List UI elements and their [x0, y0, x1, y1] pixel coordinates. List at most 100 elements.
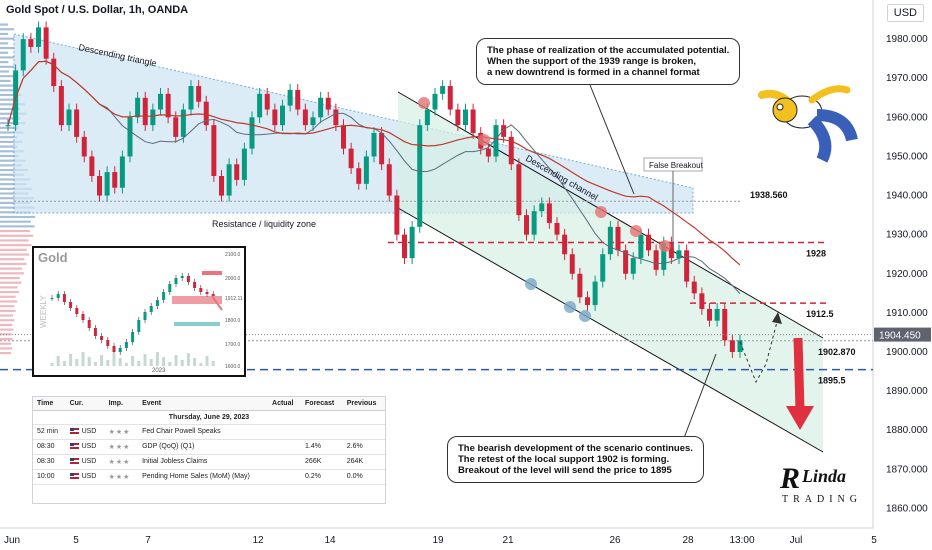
candle-body — [5, 125, 11, 127]
inset-svg: Gold WEEKLY 2023 2100.0 2000.0 1912.11 1800.0 1… — [38, 250, 243, 374]
volume-profile-bar — [0, 290, 20, 294]
us-flag-icon — [69, 428, 79, 435]
calendar-cell-actual — [268, 454, 302, 470]
candle-body — [295, 89, 301, 110]
y-tick-label: 1870.000 — [886, 464, 928, 475]
x-tick-label: 5 — [73, 535, 79, 546]
inset-volume-bar — [100, 355, 104, 366]
candle-body — [81, 136, 87, 157]
col-time: Time — [33, 397, 66, 411]
currency-selector[interactable]: USD — [886, 4, 924, 22]
candle-body — [577, 273, 583, 298]
candle-body — [219, 176, 224, 196]
inset-volume-bar — [211, 361, 215, 366]
inset-tick-label: 2100.0 — [225, 252, 241, 258]
volume-profile-bar — [0, 229, 31, 233]
price-level-label: 1938.560 — [750, 190, 788, 200]
x-tick-label: 13:00 — [729, 535, 754, 546]
candle-body — [257, 93, 263, 118]
volume-profile-bar — [0, 337, 13, 341]
calendar-row: 52 min USD ★★★ Fed Chair Powell Speaks — [33, 424, 385, 440]
candle-body — [417, 125, 423, 227]
price-level-label: 1895.5 — [818, 376, 846, 386]
us-flag-icon — [69, 473, 79, 480]
inset-volume-bar — [193, 358, 197, 366]
x-tick-label: 5 — [871, 535, 877, 546]
volume-profile-bar — [0, 234, 34, 237]
touch-point-marker — [579, 310, 591, 322]
y-tick-label: 1970.000 — [886, 73, 928, 84]
candle-body — [531, 211, 537, 235]
calendar-cell-event: GDP (QoQ) (Q1) — [138, 439, 269, 455]
inset-tick-label: 1912.11 — [225, 296, 243, 302]
candle-body — [501, 125, 507, 137]
candle-body — [66, 109, 72, 126]
volume-profile-bar — [0, 164, 22, 167]
volume-profile-bar — [0, 323, 13, 327]
candle-body — [638, 234, 644, 259]
candle-body — [43, 27, 49, 59]
top-callout-line-2: When the support of the 1939 range is br… — [487, 56, 697, 67]
x-tick-label: 28 — [682, 535, 694, 546]
inset-candle-body — [118, 348, 122, 352]
candle-body — [630, 258, 636, 274]
inset-candle-body — [168, 284, 172, 292]
candle-body — [89, 156, 95, 176]
calendar-cell-actual — [268, 424, 302, 440]
inset-volume-bar — [87, 357, 91, 366]
projection-arrow-head — [772, 312, 782, 324]
candle-body — [447, 86, 453, 110]
inset-down-arrow — [211, 295, 223, 311]
y-tick-label: 1930.000 — [886, 230, 928, 241]
inset-volume-bar — [112, 353, 116, 366]
inset-top-zone — [202, 271, 222, 275]
top-callout-line-3: a new downtrend is formed in a channel f… — [487, 67, 700, 78]
candle-body — [173, 117, 179, 137]
volume-profile-bar — [0, 319, 15, 322]
top-callout: The phase of realization of the accumula… — [476, 38, 741, 85]
bearish-arrow-head — [786, 406, 814, 430]
candle-body — [135, 97, 141, 118]
inset-resistance-zone — [172, 296, 222, 304]
calendar-row: 08:30 USD ★★★ Initial Jobless Claims 266K 264… — [33, 454, 385, 470]
calendar-cell-imp: ★★★ — [104, 454, 139, 470]
x-tick-label: 21 — [502, 535, 514, 546]
inset-candle-body — [180, 276, 184, 278]
inset-candle-body — [106, 340, 110, 346]
candle-body — [463, 109, 468, 126]
col-forecast: Forecast — [301, 397, 343, 411]
volume-profile-bar — [0, 215, 36, 219]
inset-candle-body — [137, 320, 141, 332]
calendar-cell-cur: USD — [65, 439, 105, 455]
inset-volume-bar — [180, 360, 184, 366]
calendar-cell-actual — [268, 439, 302, 455]
flying-cartoon-mascot — [758, 85, 858, 163]
candle-body — [112, 172, 118, 188]
inset-candle-body — [112, 346, 116, 352]
candle-body — [211, 125, 217, 176]
candle-body — [668, 242, 674, 259]
volume-profile-bar — [0, 89, 14, 92]
candle-body — [234, 164, 240, 180]
volume-profile-bar — [0, 126, 19, 129]
volume-profile-bar — [0, 51, 9, 54]
inset-volume-bar — [106, 360, 110, 366]
volume-profile-bar — [0, 258, 25, 261]
inset-volume-bar — [93, 362, 97, 366]
candle-body — [684, 250, 690, 282]
volume-profile-bar — [0, 220, 31, 223]
candle-body — [249, 117, 255, 149]
volume-profile-bar — [0, 154, 20, 158]
y-tick-label: 1900.000 — [886, 347, 928, 358]
touch-point-marker — [564, 301, 576, 313]
calendar-cell-imp: ★★★ — [104, 424, 139, 440]
calendar-cell-actual — [268, 469, 302, 485]
current-price-tag — [874, 327, 931, 342]
candle-body — [539, 203, 545, 212]
volume-profile-bar — [0, 267, 23, 270]
col-actual: Actual — [268, 397, 302, 411]
candle-body — [653, 250, 659, 270]
candle-body — [348, 148, 354, 169]
bottom-callout-pointer — [683, 353, 717, 439]
